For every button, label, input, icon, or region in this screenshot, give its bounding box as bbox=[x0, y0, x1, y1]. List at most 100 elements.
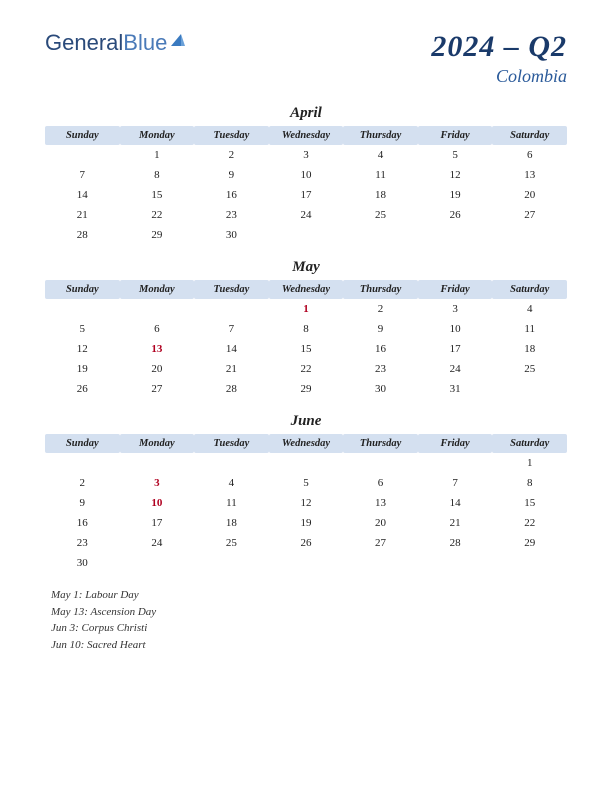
day-cell bbox=[492, 379, 567, 399]
day-header: Tuesday bbox=[194, 280, 269, 299]
day-cell: 28 bbox=[418, 533, 493, 553]
day-cell bbox=[418, 225, 493, 245]
day-cell: 31 bbox=[418, 379, 493, 399]
table-row: 1234 bbox=[45, 299, 567, 319]
day-cell bbox=[269, 553, 344, 573]
day-cell: 6 bbox=[343, 473, 418, 493]
day-cell: 2 bbox=[45, 473, 120, 493]
day-cell: 12 bbox=[45, 339, 120, 359]
day-header: Wednesday bbox=[269, 126, 344, 145]
day-header: Thursday bbox=[343, 126, 418, 145]
day-cell bbox=[269, 453, 344, 473]
day-cell: 20 bbox=[120, 359, 195, 379]
day-cell: 22 bbox=[492, 513, 567, 533]
day-cell: 16 bbox=[45, 513, 120, 533]
day-cell: 17 bbox=[120, 513, 195, 533]
day-cell: 26 bbox=[418, 205, 493, 225]
day-cell: 5 bbox=[269, 473, 344, 493]
logo-text-2: Blue bbox=[123, 30, 167, 56]
table-row: 9101112131415 bbox=[45, 493, 567, 513]
logo-text-1: General bbox=[45, 30, 123, 56]
day-cell: 11 bbox=[194, 493, 269, 513]
day-cell: 4 bbox=[343, 145, 418, 165]
day-cell: 27 bbox=[120, 379, 195, 399]
table-row: 78910111213 bbox=[45, 165, 567, 185]
day-cell: 28 bbox=[194, 379, 269, 399]
day-cell: 7 bbox=[45, 165, 120, 185]
table-row: 12131415161718 bbox=[45, 339, 567, 359]
day-cell: 13 bbox=[492, 165, 567, 185]
day-cell: 26 bbox=[45, 379, 120, 399]
holiday-list: May 1: Labour DayMay 13: Ascension DayJu… bbox=[45, 587, 567, 653]
day-cell: 23 bbox=[45, 533, 120, 553]
day-cell: 14 bbox=[194, 339, 269, 359]
table-row: 282930 bbox=[45, 225, 567, 245]
table-row: 23242526272829 bbox=[45, 533, 567, 553]
day-header: Thursday bbox=[343, 434, 418, 453]
day-cell: 10 bbox=[269, 165, 344, 185]
day-cell bbox=[120, 453, 195, 473]
day-cell: 3 bbox=[120, 473, 195, 493]
day-cell: 9 bbox=[45, 493, 120, 513]
day-cell: 18 bbox=[343, 185, 418, 205]
day-header: Monday bbox=[120, 434, 195, 453]
day-cell bbox=[269, 225, 344, 245]
day-header: Monday bbox=[120, 280, 195, 299]
day-cell: 4 bbox=[194, 473, 269, 493]
day-cell: 4 bbox=[492, 299, 567, 319]
day-cell: 19 bbox=[45, 359, 120, 379]
day-header: Saturday bbox=[492, 434, 567, 453]
day-cell bbox=[45, 299, 120, 319]
day-cell bbox=[194, 299, 269, 319]
table-row: 19202122232425 bbox=[45, 359, 567, 379]
day-cell bbox=[194, 553, 269, 573]
table-row: 30 bbox=[45, 553, 567, 573]
day-cell: 29 bbox=[269, 379, 344, 399]
page-subtitle: Colombia bbox=[431, 66, 567, 87]
day-cell: 14 bbox=[418, 493, 493, 513]
day-cell: 18 bbox=[492, 339, 567, 359]
day-cell: 19 bbox=[269, 513, 344, 533]
day-cell: 2 bbox=[343, 299, 418, 319]
day-cell bbox=[418, 453, 493, 473]
day-cell: 2 bbox=[194, 145, 269, 165]
holiday-item: Jun 3: Corpus Christi bbox=[51, 620, 567, 637]
day-cell: 25 bbox=[194, 533, 269, 553]
day-cell: 19 bbox=[418, 185, 493, 205]
day-cell: 15 bbox=[492, 493, 567, 513]
day-cell bbox=[120, 553, 195, 573]
day-cell bbox=[343, 225, 418, 245]
day-cell: 17 bbox=[269, 185, 344, 205]
page-title: 2024 – Q2 bbox=[431, 30, 567, 64]
day-cell: 16 bbox=[194, 185, 269, 205]
holiday-item: May 1: Labour Day bbox=[51, 587, 567, 604]
day-cell: 30 bbox=[343, 379, 418, 399]
day-cell: 23 bbox=[194, 205, 269, 225]
day-cell bbox=[45, 453, 120, 473]
day-header: Wednesday bbox=[269, 280, 344, 299]
day-cell: 11 bbox=[492, 319, 567, 339]
day-cell: 13 bbox=[120, 339, 195, 359]
day-cell: 20 bbox=[492, 185, 567, 205]
table-row: 16171819202122 bbox=[45, 513, 567, 533]
day-cell: 15 bbox=[120, 185, 195, 205]
day-header: Friday bbox=[418, 126, 493, 145]
calendar-table: SundayMondayTuesdayWednesdayThursdayFrid… bbox=[45, 434, 567, 573]
day-cell: 1 bbox=[492, 453, 567, 473]
day-cell: 6 bbox=[492, 145, 567, 165]
calendar-container: April SundayMondayTuesdayWednesdayThursda… bbox=[45, 105, 567, 573]
day-cell: 24 bbox=[269, 205, 344, 225]
month-block: JuneSundayMondayTuesdayWednesdayThursday… bbox=[45, 413, 567, 573]
day-cell: 15 bbox=[269, 339, 344, 359]
table-row: 567891011 bbox=[45, 319, 567, 339]
day-cell: 21 bbox=[45, 205, 120, 225]
day-header: Friday bbox=[418, 280, 493, 299]
day-cell: 8 bbox=[120, 165, 195, 185]
day-cell bbox=[418, 553, 493, 573]
day-header: Thursday bbox=[343, 280, 418, 299]
calendar-table: SundayMondayTuesdayWednesdayThursdayFrid… bbox=[45, 280, 567, 399]
month-name: April bbox=[45, 105, 567, 122]
day-cell: 7 bbox=[194, 319, 269, 339]
day-cell: 22 bbox=[269, 359, 344, 379]
day-cell: 16 bbox=[343, 339, 418, 359]
